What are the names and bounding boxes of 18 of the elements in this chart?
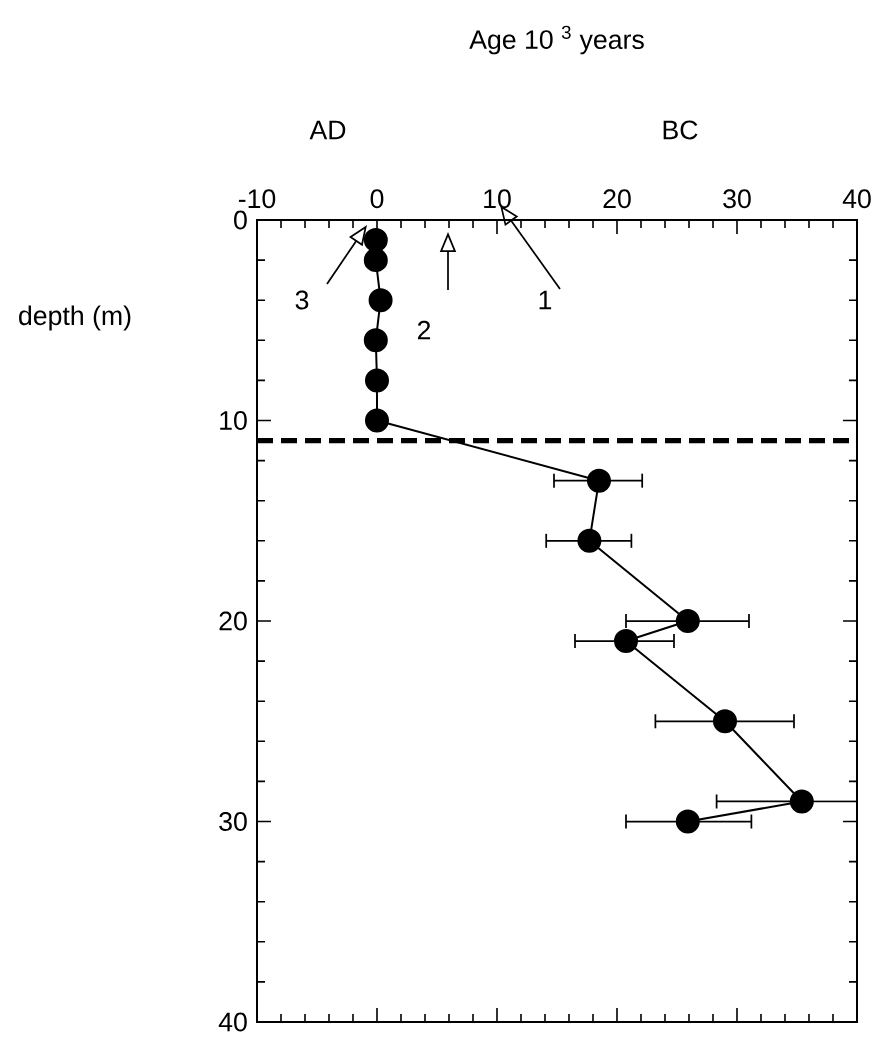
x-tick-label: 0 (370, 189, 384, 209)
y-tick-label: 0 (234, 210, 247, 230)
annotation: 2 (417, 320, 431, 340)
y-tick-label: 20 (219, 611, 247, 631)
text: Age 10 $^{3}$ years (469, 25, 644, 55)
x-tick-label: -10 (238, 189, 276, 209)
y-axis-title: depth (m) (19, 305, 131, 331)
annotation: 1 (539, 290, 552, 310)
x-tick-label: 30 (723, 189, 751, 209)
y-tick-label: 30 (219, 812, 247, 831)
x-tick-label: 40 (842, 189, 871, 209)
x-tick-label: 10 (484, 189, 511, 209)
y-tick-label: 40 (218, 1012, 247, 1032)
y-tick-label: 10 (220, 411, 247, 430)
text: AD (309, 120, 346, 140)
text: BC (663, 120, 698, 140)
x-tick-label: 20 (603, 189, 631, 209)
annotation: 3 (295, 290, 309, 310)
